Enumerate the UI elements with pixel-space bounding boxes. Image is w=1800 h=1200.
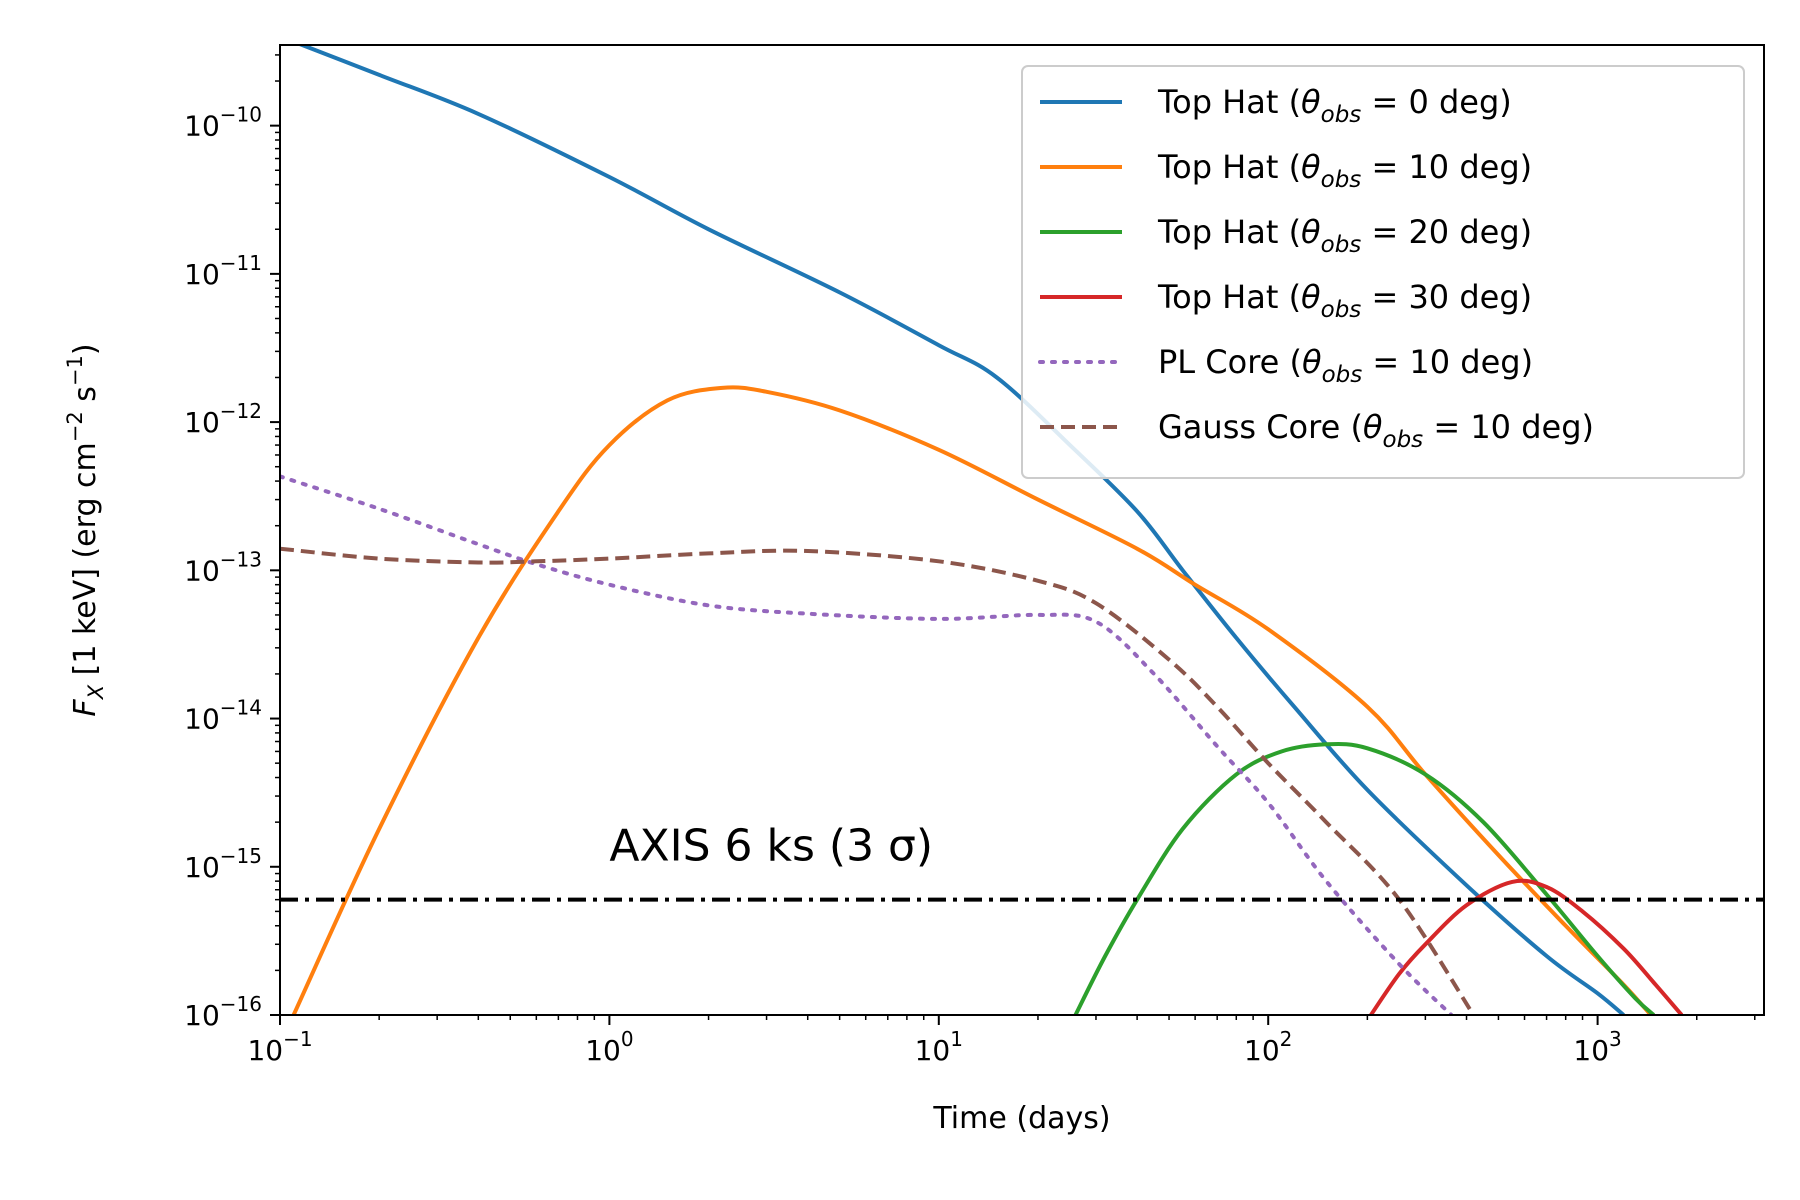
y-tick-label: 10−16 (184, 992, 262, 1032)
series-line-3 (1073, 742, 1656, 1015)
legend-label: Gauss Core (θobs = 10 deg) (1158, 408, 1594, 453)
labels-layer: 10−1 100 101 102 103 10−16 10−15 10−14 10−13 10−1… (63, 103, 1622, 1136)
x-tick-label: 100 (585, 1027, 633, 1067)
y-tick-label: 10−14 (184, 696, 262, 736)
x-tick-label: 101 (915, 1027, 963, 1067)
x-tick-label: 103 (1573, 1027, 1621, 1067)
plot-frame (279, 44, 1765, 1016)
y-tick-label: 10−13 (184, 547, 262, 587)
x-tick-label: 10−1 (247, 1027, 312, 1067)
series-line-5 (280, 474, 1454, 1015)
legend-label: Top Hat (θobs = 20 deg) (1157, 213, 1532, 258)
threshold-layer: AXIS 6 ks (3 σ) (280, 821, 1764, 902)
y-tick-label: 10−11 (184, 251, 262, 291)
ticks-layer (270, 54, 1756, 1025)
legend-label: Top Hat (θobs = 10 deg) (1157, 148, 1532, 193)
y-tick-label: 10−15 (184, 844, 262, 884)
y-tick-label: 10−12 (184, 399, 262, 439)
y-axis-label: FX [1 keV] (erg cm−2 s−1) (63, 343, 108, 716)
legend: Top Hat (θobs = 0 deg) Top Hat (θobs = 10… (1021, 65, 1745, 479)
legend-label: PL Core (θobs = 10 deg) (1158, 343, 1533, 388)
series-line-2 (291, 385, 1653, 1015)
threshold-label: AXIS 6 ks (3 σ) (609, 821, 933, 872)
legend-label: Top Hat (θobs = 30 deg) (1157, 278, 1532, 323)
y-tick-label: 10−10 (184, 103, 262, 143)
x-axis-label: Time (days) (932, 1101, 1110, 1136)
legend-box (1021, 65, 1745, 479)
legend-label: Top Hat (θobs = 0 deg) (1157, 83, 1512, 128)
series-line-4 (1369, 878, 1684, 1015)
x-tick-label: 102 (1244, 1027, 1292, 1067)
series-line-6 (280, 546, 1476, 1015)
